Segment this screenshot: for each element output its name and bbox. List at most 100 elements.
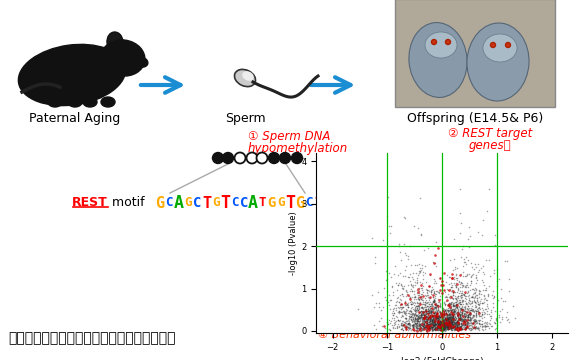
Point (498, 314, 507, 320)
Point (388, 312, 397, 318)
Point (431, 313, 440, 319)
Point (456, 271, 466, 276)
Ellipse shape (101, 40, 145, 76)
Point (434, 321, 443, 327)
Point (420, 320, 430, 325)
Point (374, 289, 383, 294)
Point (487, 292, 496, 298)
Point (458, 298, 467, 304)
Point (413, 327, 422, 333)
Point (422, 319, 432, 325)
Point (401, 315, 410, 321)
Point (449, 306, 458, 312)
Point (432, 307, 441, 313)
Point (434, 314, 444, 319)
Point (430, 293, 440, 299)
Point (417, 305, 426, 310)
Point (429, 288, 438, 293)
Point (436, 324, 445, 329)
Point (462, 324, 472, 330)
Point (452, 323, 461, 328)
Point (451, 273, 461, 278)
Point (425, 321, 434, 327)
Point (404, 253, 413, 259)
Point (436, 324, 445, 330)
Point (438, 324, 447, 330)
Point (433, 326, 442, 332)
Point (409, 318, 419, 324)
Point (418, 297, 427, 303)
Point (453, 320, 462, 326)
Point (430, 320, 439, 326)
Point (427, 324, 437, 329)
Point (452, 324, 462, 329)
Point (494, 312, 503, 318)
Point (443, 323, 452, 329)
Point (439, 325, 448, 331)
Point (424, 288, 433, 294)
Point (401, 324, 411, 329)
Point (462, 272, 472, 278)
Circle shape (223, 153, 234, 163)
Point (452, 327, 462, 332)
Point (447, 311, 456, 317)
Point (456, 316, 466, 322)
Point (414, 325, 423, 330)
Point (465, 322, 474, 328)
Point (458, 283, 467, 289)
Point (478, 327, 488, 332)
Point (453, 320, 462, 325)
Point (422, 299, 431, 305)
Point (437, 320, 447, 326)
Point (461, 323, 470, 328)
Point (436, 319, 445, 324)
Point (444, 310, 453, 316)
Point (430, 319, 440, 325)
Point (456, 316, 465, 322)
Point (445, 320, 454, 325)
Point (424, 323, 433, 328)
Text: REST: REST (72, 197, 108, 210)
Point (469, 324, 478, 329)
Point (414, 306, 423, 312)
Point (445, 315, 455, 320)
Circle shape (292, 153, 303, 163)
Point (426, 318, 435, 324)
Point (451, 322, 461, 328)
Point (424, 301, 433, 307)
Point (464, 311, 473, 317)
Point (436, 325, 445, 330)
Point (448, 291, 457, 296)
Point (460, 324, 469, 330)
Point (443, 307, 452, 313)
Point (428, 321, 437, 327)
Point (438, 316, 447, 322)
Point (441, 320, 450, 326)
Point (422, 314, 432, 320)
Point (416, 312, 426, 318)
Point (432, 288, 441, 294)
Point (432, 302, 441, 308)
Point (452, 302, 461, 308)
Point (451, 320, 460, 326)
Point (452, 323, 462, 329)
Point (441, 309, 451, 314)
Point (463, 313, 473, 319)
Point (416, 325, 425, 331)
Point (468, 308, 477, 314)
Point (420, 312, 429, 318)
Point (440, 323, 450, 328)
Point (406, 316, 415, 322)
Point (432, 319, 441, 325)
Point (408, 322, 418, 328)
Point (460, 292, 469, 298)
Point (402, 315, 411, 321)
Point (444, 320, 454, 326)
Point (448, 318, 458, 323)
Point (412, 314, 422, 319)
Point (440, 324, 450, 329)
Point (434, 319, 443, 325)
Point (445, 295, 455, 301)
Point (422, 287, 431, 292)
Point (399, 324, 408, 330)
